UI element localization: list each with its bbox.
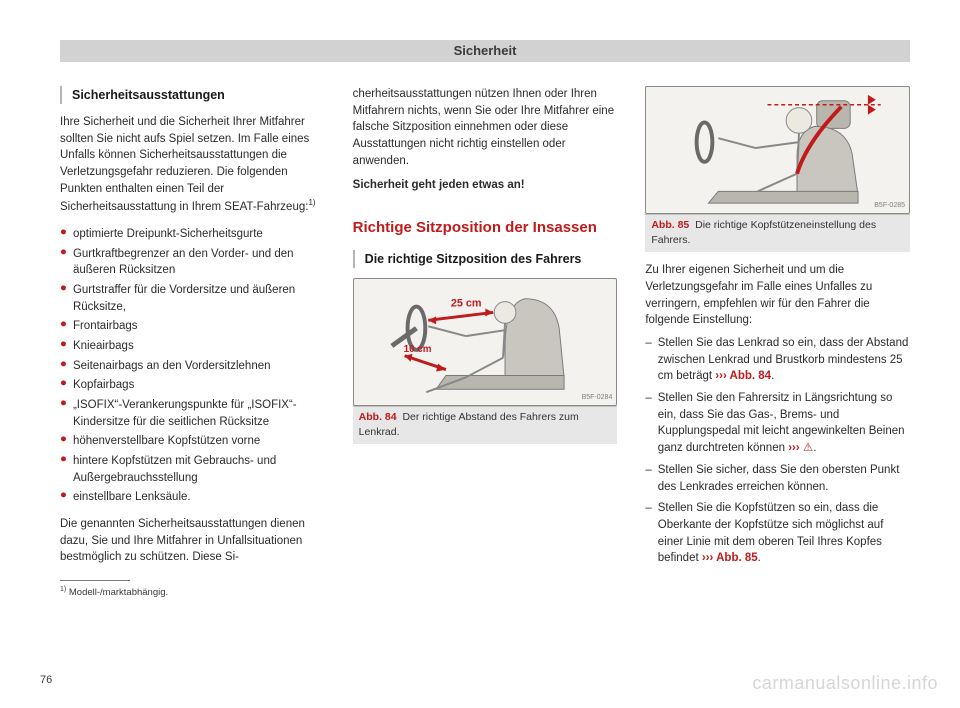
bullet-item: ●Gurtkraftbegrenzer an den Vorder- und d… bbox=[60, 246, 325, 279]
bullet-item: ●hintere Kopfstützen mit Gebrauchs- und … bbox=[60, 453, 325, 486]
dash-text: Stellen Sie sicher, dass Sie den oberste… bbox=[658, 462, 910, 495]
bullet-dot-icon: ● bbox=[60, 377, 67, 394]
bullet-text: einstellbare Lenksäule. bbox=[73, 489, 325, 506]
bullet-dot-icon: ● bbox=[60, 282, 67, 315]
bullet-dot-icon: ● bbox=[60, 338, 67, 355]
bullet-dot-icon: ● bbox=[60, 453, 67, 486]
figure-85-label: Abb. 85 bbox=[651, 219, 689, 231]
col3-intro: Zu Ihrer eigenen Sicherheit und um die V… bbox=[645, 262, 910, 329]
bullet-dot-icon: ● bbox=[60, 358, 67, 375]
page-number: 76 bbox=[40, 674, 52, 686]
watermark: carmanualsonline.info bbox=[752, 673, 938, 694]
dash-text: Stellen Sie das Lenkrad so ein, dass der… bbox=[658, 335, 910, 385]
dash-icon: – bbox=[645, 500, 651, 567]
figure-85: B5F-0285 Abb. 85 Die richtige Kopfstütze… bbox=[645, 86, 910, 252]
dash-item: – Stellen Sie die Kopfstützen so ein, da… bbox=[645, 500, 910, 567]
bullet-item: ● höhenverstellbare Kopfstützen vorne bbox=[60, 433, 325, 450]
column-2: cherheitsausstattungen nützen Ihnen oder… bbox=[353, 80, 618, 600]
bullet-item: ● einstellbare Lenksäule. bbox=[60, 489, 325, 506]
bullet-item: ● Frontairbags bbox=[60, 318, 325, 335]
column-1: Sicherheitsausstattungen Ihre Sicherheit… bbox=[60, 80, 325, 600]
bullet-dot-icon: ● bbox=[60, 433, 67, 450]
annot-10cm: 10 cm bbox=[403, 344, 431, 355]
bullet-text: Kopfairbags bbox=[73, 377, 325, 394]
figure-85-sig: B5F-0285 bbox=[874, 201, 905, 211]
footnote-separator bbox=[60, 580, 130, 581]
closing-paragraph: Die genannten Sicherheitsausstattungen d… bbox=[60, 516, 325, 566]
bullet-dot-icon: ● bbox=[60, 397, 67, 430]
dash-list: – Stellen Sie das Lenkrad so ein, dass d… bbox=[645, 335, 910, 567]
page-header-title: Sicherheit bbox=[454, 43, 517, 58]
section-title-ausstattungen: Sicherheitsausstattungen bbox=[60, 86, 325, 104]
ref-arrows: ››› bbox=[788, 442, 800, 454]
top-continuation: cherheitsausstattungen nützen Ihnen oder… bbox=[353, 86, 618, 169]
dash-icon: – bbox=[645, 462, 651, 495]
page: Sicherheit Sicherheitsausstattungen Ihre… bbox=[0, 0, 960, 708]
headrest-diagram-icon bbox=[646, 87, 909, 213]
footnote: 1) Modell-/marktabhängig. bbox=[60, 585, 325, 600]
bullet-dot-icon: ● bbox=[60, 489, 67, 506]
section-title-fahrer: Die richtige Sitzposition des Fahrers bbox=[353, 250, 618, 268]
figure-85-image: B5F-0285 bbox=[645, 86, 910, 214]
bullet-text: höhenverstellbare Kopfstützen vorne bbox=[73, 433, 325, 450]
dash-item: – Stellen Sie das Lenkrad so ein, dass d… bbox=[645, 335, 910, 385]
dash-text: Stellen Sie den Fahrersitz in Längsricht… bbox=[658, 390, 910, 457]
bullet-item: ● Seitenairbags an den Vordersitzlehnen bbox=[60, 358, 325, 375]
intro-paragraph: Ihre Sicherheit und die Sicherheit Ihrer… bbox=[60, 114, 325, 216]
dash-text: Stellen Sie die Kopfstützen so ein, dass… bbox=[658, 500, 910, 567]
intro-sup: 1) bbox=[308, 198, 315, 207]
figure-84-label: Abb. 84 bbox=[359, 411, 397, 423]
dash-item: – Stellen Sie sicher, dass Sie den obers… bbox=[645, 462, 910, 495]
footnote-text: Modell-/marktabhängig. bbox=[69, 587, 168, 598]
figure-85-caption: Abb. 85 Die richtige Kopfstützeneinstell… bbox=[645, 214, 910, 252]
bullet-text: Gurtstraffer für die Vordersitze und äuß… bbox=[73, 282, 325, 315]
figure-84-caption: Abb. 84 Der richtige Abstand des Fahrers… bbox=[353, 406, 618, 444]
intro-text: Ihre Sicherheit und die Sicherheit Ihrer… bbox=[60, 116, 309, 213]
bullet-text: Gurtkraftbegrenzer an den Vorder- und de… bbox=[73, 246, 325, 279]
bullet-item: ● Kopfairbags bbox=[60, 377, 325, 394]
bullet-dot-icon: ● bbox=[60, 246, 67, 279]
bullet-text: hintere Kopfstützen mit Gebrauchs- und A… bbox=[73, 453, 325, 486]
bullet-item: ● Knieairbags bbox=[60, 338, 325, 355]
bullet-text: „ISOFIX“-Verankerungspunkte für „ISOFIX“… bbox=[73, 397, 325, 430]
warning-icon: ⚠ bbox=[803, 440, 813, 457]
bullet-item: ●Gurtstraffer für die Vordersitze und äu… bbox=[60, 282, 325, 315]
ref-abb85: ››› Abb. 85 bbox=[702, 552, 758, 564]
figure-84-image: 25 cm 10 cm B5F-0284 bbox=[353, 278, 618, 406]
annot-25cm: 25 cm bbox=[451, 297, 482, 309]
heading-sitzposition: Richtige Sitzposition der Insassen bbox=[353, 218, 618, 238]
dash-icon: – bbox=[645, 335, 651, 385]
bullet-text: Knieairbags bbox=[73, 338, 325, 355]
bullet-item: ● optimierte Dreipunkt-Sicherheitsgurte bbox=[60, 226, 325, 243]
seat-diagram-icon: 25 cm 10 cm bbox=[354, 279, 617, 405]
dash-item: – Stellen Sie den Fahrersitz in Längsric… bbox=[645, 390, 910, 457]
columns: Sicherheitsausstattungen Ihre Sicherheit… bbox=[60, 80, 910, 600]
bullet-text: optimierte Dreipunkt-Sicherheitsgurte bbox=[73, 226, 325, 243]
footnote-sup: 1) bbox=[60, 586, 66, 593]
bullet-dot-icon: ● bbox=[60, 318, 67, 335]
ref-abb84: ››› Abb. 84 bbox=[715, 370, 771, 382]
column-3: B5F-0285 Abb. 85 Die richtige Kopfstütze… bbox=[645, 80, 910, 600]
figure-84-sig: B5F-0284 bbox=[582, 393, 613, 403]
bullet-item: ●„ISOFIX“-Verankerungspunkte für „ISOFIX… bbox=[60, 397, 325, 430]
bold-line: Sicherheit geht jeden etwas an! bbox=[353, 177, 618, 194]
bullet-text: Seitenairbags an den Vordersitzlehnen bbox=[73, 358, 325, 375]
bullet-text: Frontairbags bbox=[73, 318, 325, 335]
dash-icon: – bbox=[645, 390, 651, 457]
figure-84: 25 cm 10 cm B5F-0284 Abb. 84 Der richtig… bbox=[353, 278, 618, 444]
bullet-list: ● optimierte Dreipunkt-Sicherheitsgurte ●… bbox=[60, 226, 325, 506]
bullet-dot-icon: ● bbox=[60, 226, 67, 243]
page-header: Sicherheit bbox=[60, 40, 910, 62]
